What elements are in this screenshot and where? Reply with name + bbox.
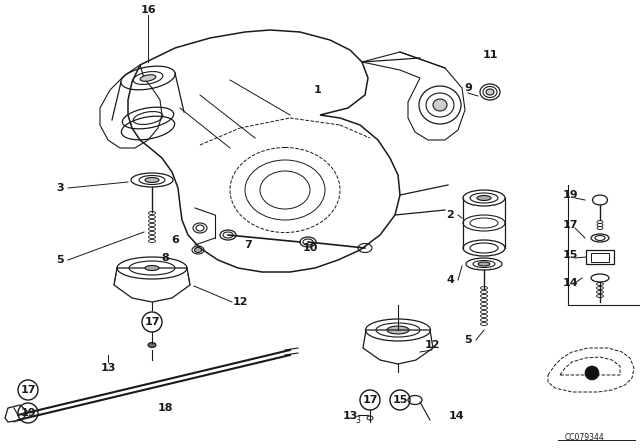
- Text: 17: 17: [20, 385, 36, 395]
- Text: 12: 12: [424, 340, 440, 350]
- Text: 6: 6: [171, 235, 179, 245]
- Text: 15: 15: [392, 395, 408, 405]
- Text: 8: 8: [161, 253, 169, 263]
- Text: 17: 17: [563, 220, 578, 230]
- Ellipse shape: [478, 262, 490, 266]
- Text: 3: 3: [56, 183, 64, 193]
- Text: 12: 12: [232, 297, 248, 307]
- Text: CC079344: CC079344: [565, 432, 605, 441]
- Text: 3: 3: [356, 415, 360, 425]
- Ellipse shape: [433, 99, 447, 111]
- Text: 4: 4: [446, 275, 454, 285]
- Ellipse shape: [140, 75, 156, 81]
- Text: 9: 9: [464, 83, 472, 93]
- Ellipse shape: [195, 247, 202, 253]
- Text: 15: 15: [563, 250, 578, 260]
- Ellipse shape: [387, 326, 409, 334]
- Text: 13: 13: [342, 411, 358, 421]
- Text: 19: 19: [562, 190, 578, 200]
- Text: 10: 10: [302, 243, 317, 253]
- Text: 17: 17: [362, 395, 378, 405]
- Text: 17: 17: [144, 317, 160, 327]
- Ellipse shape: [486, 89, 494, 95]
- Ellipse shape: [477, 195, 491, 201]
- Bar: [586, 250, 614, 264]
- Ellipse shape: [145, 266, 159, 271]
- Bar: [591, 253, 609, 262]
- Text: 5: 5: [464, 335, 472, 345]
- Text: 16: 16: [140, 5, 156, 15]
- Text: 14: 14: [562, 278, 578, 288]
- Text: 2: 2: [446, 210, 454, 220]
- Text: 18: 18: [157, 403, 173, 413]
- Ellipse shape: [148, 343, 156, 348]
- Text: 5: 5: [56, 255, 64, 265]
- Text: 11: 11: [483, 50, 498, 60]
- Text: 14: 14: [448, 411, 464, 421]
- Ellipse shape: [145, 177, 159, 182]
- Circle shape: [585, 366, 599, 380]
- Text: 19: 19: [20, 408, 36, 418]
- Text: 1: 1: [314, 85, 322, 95]
- Text: 7: 7: [244, 240, 252, 250]
- Text: 13: 13: [100, 363, 116, 373]
